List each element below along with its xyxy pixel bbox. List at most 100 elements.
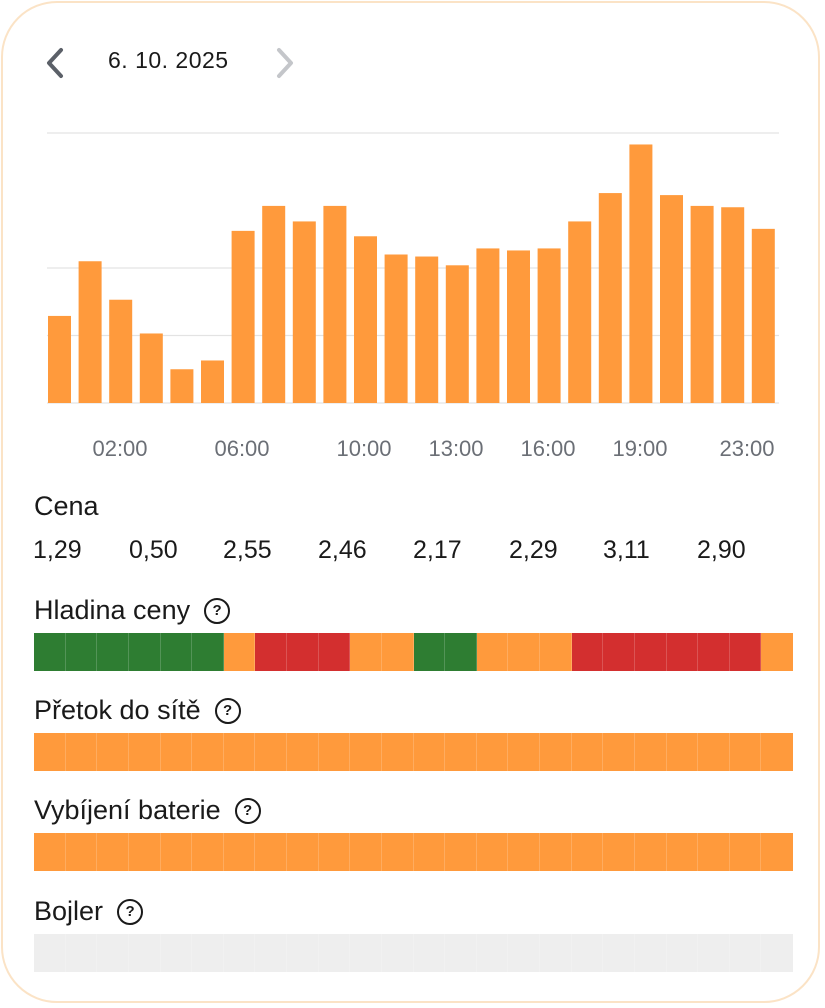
- battery-discharge-cell[interactable]: [540, 833, 572, 871]
- price-bar-hour-2[interactable]: [109, 299, 133, 403]
- battery-discharge-cell[interactable]: [508, 833, 540, 871]
- price-bar-hour-16[interactable]: [537, 248, 561, 403]
- battery-discharge-cell[interactable]: [381, 833, 414, 871]
- battery-discharge-cell[interactable]: [729, 833, 762, 871]
- price-level-cell[interactable]: [65, 633, 98, 671]
- price-bar-hour-7[interactable]: [262, 205, 286, 403]
- price-level-cell[interactable]: [698, 633, 730, 671]
- price-bar-hour-23[interactable]: [751, 228, 775, 403]
- battery-discharge-cell[interactable]: [223, 833, 256, 871]
- price-level-cell[interactable]: [318, 633, 351, 671]
- price-level-cell[interactable]: [381, 633, 414, 671]
- price-bar-hour-6[interactable]: [231, 230, 255, 403]
- grid-export-cell[interactable]: [476, 733, 509, 771]
- boiler-cell[interactable]: [65, 934, 98, 972]
- price-level-cell[interactable]: [350, 633, 382, 671]
- grid-export-cell[interactable]: [34, 733, 66, 771]
- grid-export-cell[interactable]: [350, 733, 382, 771]
- boiler-cell[interactable]: [34, 934, 66, 972]
- battery-discharge-help-icon[interactable]: ?: [234, 797, 261, 824]
- battery-discharge-cell[interactable]: [571, 833, 604, 871]
- grid-export-cell[interactable]: [318, 733, 351, 771]
- price-bar-hour-12[interactable]: [415, 256, 439, 403]
- battery-discharge-cell[interactable]: [160, 833, 193, 871]
- price-level-cell[interactable]: [34, 633, 66, 671]
- battery-discharge-cell[interactable]: [192, 833, 224, 871]
- boiler-cell[interactable]: [666, 934, 699, 972]
- boiler-cell[interactable]: [192, 934, 224, 972]
- boiler-cell[interactable]: [160, 934, 193, 972]
- price-level-cell[interactable]: [223, 633, 256, 671]
- price-level-cell[interactable]: [508, 633, 540, 671]
- grid-export-cell[interactable]: [97, 733, 129, 771]
- price-bar-hour-18[interactable]: [598, 193, 622, 403]
- price-bar-hour-1[interactable]: [78, 261, 102, 403]
- price-level-cell[interactable]: [571, 633, 604, 671]
- price-level-cell[interactable]: [761, 633, 793, 671]
- price-bar-hour-13[interactable]: [445, 265, 469, 403]
- price-bar-hour-5[interactable]: [201, 360, 224, 403]
- grid-export-cell[interactable]: [729, 733, 762, 771]
- boiler-cell[interactable]: [413, 934, 446, 972]
- battery-discharge-cell[interactable]: [666, 833, 699, 871]
- boiler-cell[interactable]: [97, 934, 129, 972]
- grid-export-cell[interactable]: [223, 733, 256, 771]
- grid-export-cell[interactable]: [65, 733, 98, 771]
- boiler-cell[interactable]: [698, 934, 730, 972]
- boiler-cell[interactable]: [318, 934, 351, 972]
- battery-discharge-cell[interactable]: [350, 833, 382, 871]
- price-bar-hour-20[interactable]: [660, 195, 683, 403]
- grid-export-cell[interactable]: [603, 733, 635, 771]
- price-level-cell[interactable]: [255, 633, 287, 671]
- boiler-cell[interactable]: [381, 934, 414, 972]
- boiler-cell[interactable]: [476, 934, 509, 972]
- grid-export-cell[interactable]: [540, 733, 572, 771]
- price-level-cell[interactable]: [128, 633, 161, 671]
- price-bar-hour-19[interactable]: [629, 144, 653, 403]
- previous-day-button[interactable]: [35, 43, 75, 83]
- battery-discharge-cell[interactable]: [634, 833, 667, 871]
- grid-export-cell[interactable]: [666, 733, 699, 771]
- grid-export-cell[interactable]: [571, 733, 604, 771]
- price-level-cell[interactable]: [729, 633, 762, 671]
- price-bar-hour-0[interactable]: [48, 315, 71, 403]
- battery-discharge-cell[interactable]: [445, 833, 477, 871]
- battery-discharge-cell[interactable]: [128, 833, 161, 871]
- boiler-cell[interactable]: [571, 934, 604, 972]
- price-level-help-icon[interactable]: ?: [204, 597, 231, 624]
- price-bar-hour-10[interactable]: [354, 236, 377, 403]
- grid-export-cell[interactable]: [413, 733, 446, 771]
- price-level-cell[interactable]: [603, 633, 635, 671]
- battery-discharge-cell[interactable]: [413, 833, 446, 871]
- boiler-cell[interactable]: [508, 934, 540, 972]
- price-level-cell[interactable]: [287, 633, 319, 671]
- next-day-button[interactable]: [265, 43, 305, 83]
- grid-export-cell[interactable]: [192, 733, 224, 771]
- grid-export-cell[interactable]: [508, 733, 540, 771]
- battery-discharge-cell[interactable]: [65, 833, 98, 871]
- boiler-cell[interactable]: [445, 934, 477, 972]
- boiler-cell[interactable]: [223, 934, 256, 972]
- battery-discharge-cell[interactable]: [698, 833, 730, 871]
- battery-discharge-cell[interactable]: [476, 833, 509, 871]
- price-level-cell[interactable]: [666, 633, 699, 671]
- price-level-cell[interactable]: [413, 633, 446, 671]
- boiler-cell[interactable]: [761, 934, 793, 972]
- price-bar-hour-4[interactable]: [170, 369, 194, 403]
- price-bar-hour-15[interactable]: [507, 250, 530, 403]
- boiler-cell[interactable]: [634, 934, 667, 972]
- price-level-cell[interactable]: [192, 633, 224, 671]
- grid-export-cell[interactable]: [160, 733, 193, 771]
- price-bar-hour-11[interactable]: [384, 254, 408, 404]
- price-bar-hour-9[interactable]: [323, 205, 347, 403]
- grid-export-cell[interactable]: [698, 733, 730, 771]
- battery-discharge-cell[interactable]: [287, 833, 319, 871]
- boiler-cell[interactable]: [540, 934, 572, 972]
- grid-export-cell[interactable]: [255, 733, 287, 771]
- price-level-cell[interactable]: [540, 633, 572, 671]
- boiler-cell[interactable]: [350, 934, 382, 972]
- battery-discharge-cell[interactable]: [318, 833, 351, 871]
- battery-discharge-cell[interactable]: [603, 833, 635, 871]
- price-bar-hour-8[interactable]: [292, 221, 316, 403]
- price-bar-hour-22[interactable]: [721, 207, 745, 403]
